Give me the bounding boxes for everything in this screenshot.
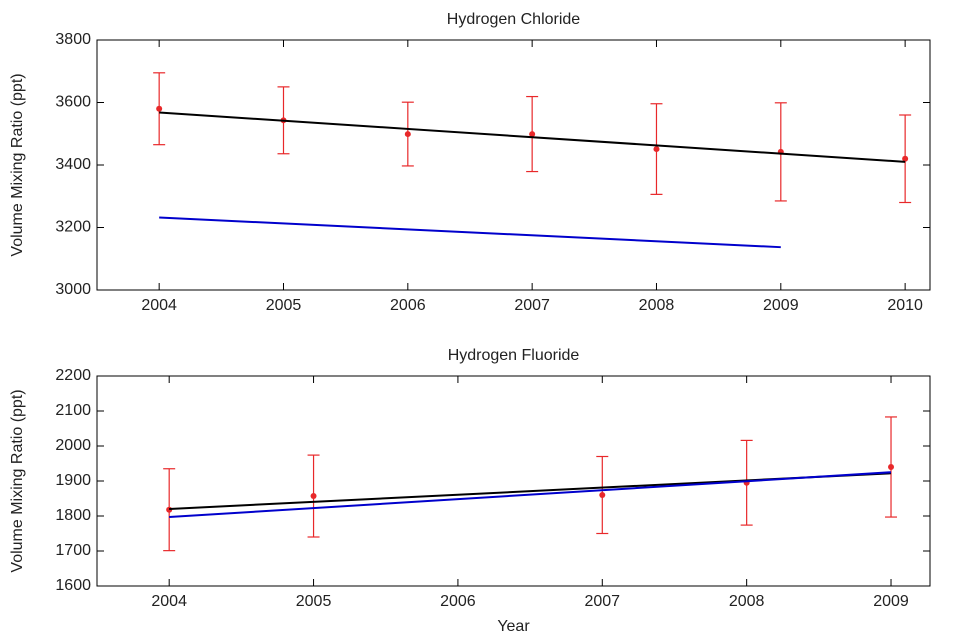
x-tick-label: 2005 [266, 297, 302, 314]
x-tick-label: 2004 [151, 593, 187, 610]
x-axis-label: Year [497, 618, 530, 635]
y-tick-label: 2100 [55, 402, 91, 419]
data-point [653, 146, 660, 153]
y-tick-label: 3200 [55, 219, 91, 236]
y-tick-label: 3600 [55, 94, 91, 111]
y-axis-label: Volume Mixing Ratio (ppt) [9, 73, 26, 256]
data-point [310, 493, 317, 500]
y-tick-label: 1700 [55, 542, 91, 559]
x-tick-label: 2007 [514, 297, 550, 314]
fit-line [169, 471, 892, 519]
fit-line [159, 216, 781, 249]
data-point [404, 131, 411, 138]
chart-title: Hydrogen Chloride [447, 11, 581, 28]
x-tick-label: 2005 [296, 593, 332, 610]
y-tick-label: 1800 [55, 507, 91, 524]
data-point [888, 464, 895, 470]
x-tick-label: 2007 [584, 593, 620, 610]
y-tick-label: 2000 [55, 437, 91, 454]
x-tick-label: 2010 [887, 297, 923, 314]
plot-frame [96, 375, 931, 587]
y-tick-label: 2200 [55, 367, 91, 384]
y-axis-label: Volume Mixing Ratio (ppt) [9, 389, 26, 572]
x-tick-label: 2004 [141, 297, 177, 314]
data-point [902, 155, 909, 162]
data-point [156, 105, 163, 112]
y-tick-label: 3000 [55, 281, 91, 298]
x-tick-label: 2008 [639, 297, 675, 314]
x-tick-label: 2009 [763, 297, 799, 314]
fit-line [159, 111, 906, 163]
y-tick-label: 3800 [55, 31, 91, 48]
x-tick-label: 2006 [390, 297, 426, 314]
y-tick-label: 1600 [55, 577, 91, 594]
x-tick-label: 2006 [440, 593, 476, 610]
data-point [599, 492, 606, 498]
y-tick-label: 1900 [55, 472, 91, 489]
x-tick-label: 2008 [729, 593, 765, 610]
data-point [529, 131, 536, 138]
x-tick-label: 2009 [873, 593, 909, 610]
plot-frame [96, 39, 931, 291]
chart-title: Hydrogen Fluoride [448, 347, 580, 364]
y-tick-label: 3400 [55, 156, 91, 173]
